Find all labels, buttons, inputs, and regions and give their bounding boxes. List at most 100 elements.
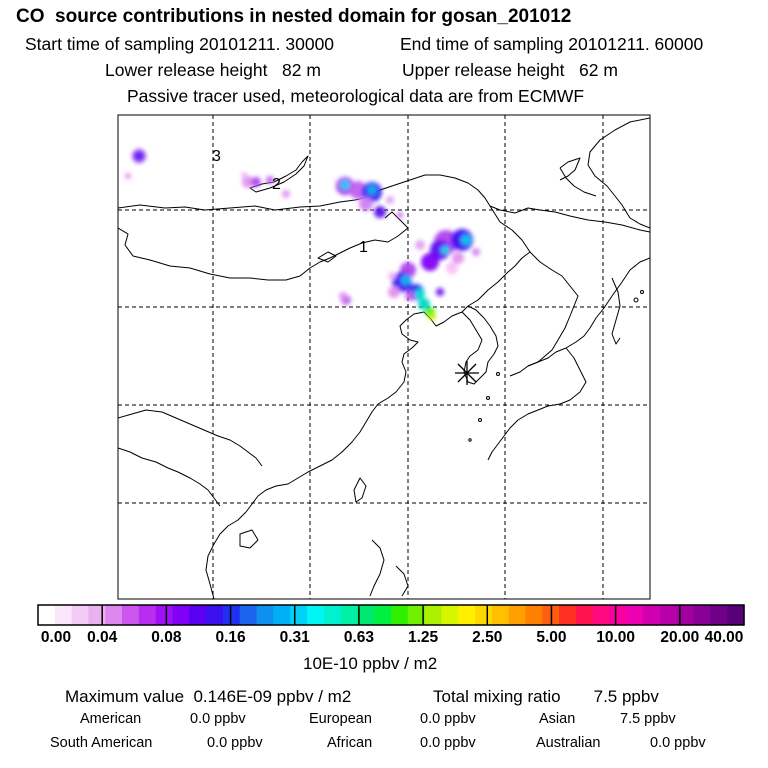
plume-cell bbox=[135, 152, 143, 160]
plume-cell bbox=[472, 248, 480, 256]
plume-cell bbox=[388, 272, 396, 280]
colorbar-cell bbox=[206, 605, 224, 625]
plume-cell bbox=[418, 298, 430, 310]
plume-cell bbox=[339, 292, 347, 300]
region-name-american: American bbox=[80, 711, 142, 727]
colorbar-cell bbox=[676, 605, 695, 625]
colorbar-cell bbox=[525, 605, 543, 625]
colorbar-cell bbox=[575, 605, 594, 625]
region-value-south-american: 0.0 ppbv bbox=[207, 735, 263, 751]
colorbar-cell bbox=[693, 605, 711, 625]
colorbar-cell bbox=[424, 605, 443, 625]
colorbar-units: 10E-10 ppbv / m2 bbox=[303, 654, 438, 673]
colorbar-cell bbox=[626, 605, 644, 625]
total-mixing-ratio-label: Total mixing ratio 7.5 ppbv bbox=[433, 687, 659, 706]
colorbar-cell bbox=[189, 605, 207, 625]
coastlines-and-borders bbox=[118, 117, 650, 599]
plume-cell bbox=[367, 185, 377, 195]
upper-release-height-label: Upper release height 62 m bbox=[402, 60, 618, 80]
maximum-value-label: Maximum value 0.146E-09 ppbv / m2 bbox=[65, 687, 352, 706]
plume-cell bbox=[401, 275, 411, 285]
colorbar-cell bbox=[475, 605, 493, 625]
colorbar-cell bbox=[391, 605, 409, 625]
plume-cell bbox=[340, 180, 350, 190]
colorbar-cell bbox=[407, 605, 426, 625]
plume-cell bbox=[266, 176, 274, 184]
plume-cell bbox=[282, 190, 290, 198]
colorbar-cell bbox=[659, 605, 678, 625]
trajectory-label-3: 3 bbox=[212, 148, 221, 165]
colorbar-tick-label: 0.08 bbox=[151, 629, 182, 646]
colorbar-cell bbox=[105, 605, 123, 625]
colorbar-cell bbox=[222, 605, 241, 625]
plume-cell bbox=[241, 172, 247, 178]
plume-cell bbox=[415, 240, 425, 250]
trajectory-label-2: 2 bbox=[272, 176, 281, 193]
colorbar-cell bbox=[340, 605, 358, 625]
figure-title: CO source contributions in nested domain… bbox=[16, 6, 572, 27]
colorbar-cell bbox=[374, 605, 392, 625]
colorbar-tick-label: 10.00 bbox=[596, 629, 636, 646]
colorbar-tick-label: 0.00 bbox=[40, 629, 72, 646]
plume-cell bbox=[446, 262, 458, 274]
colorbar-tick-label: 0.04 bbox=[87, 629, 118, 646]
plume-cell bbox=[452, 252, 464, 264]
colorbar-cell bbox=[239, 605, 258, 625]
colorbar-tick-label: 5.00 bbox=[536, 629, 567, 646]
region-value-australian: 0.0 ppbv bbox=[650, 735, 706, 751]
lower-release-height-label: Lower release height 82 m bbox=[105, 60, 321, 80]
map-frame bbox=[117, 114, 651, 600]
region-name-african: African bbox=[327, 735, 373, 751]
colorbar-cell bbox=[508, 605, 527, 625]
colorbar-cell bbox=[256, 605, 274, 625]
colorbar-cell bbox=[71, 605, 90, 625]
region-name-australian: Australian bbox=[536, 735, 601, 751]
colorbar-cell bbox=[727, 605, 745, 625]
colorbar-tick-label: 0.31 bbox=[279, 629, 310, 646]
plume-cell bbox=[397, 212, 403, 218]
colorbar-cell bbox=[643, 605, 661, 625]
colorbar-tick-label: 40.00 bbox=[704, 629, 744, 646]
plume-cell bbox=[436, 288, 444, 296]
plume-cell bbox=[405, 291, 415, 301]
tracer-note: Passive tracer used, meteorological data… bbox=[127, 86, 585, 106]
colorbar-cell bbox=[491, 605, 510, 625]
colorbar-cell bbox=[54, 605, 73, 625]
plume-cell bbox=[125, 173, 131, 179]
trajectory-label-1: 1 bbox=[359, 239, 368, 256]
region-name-european: European bbox=[309, 711, 372, 727]
plume-cell bbox=[428, 312, 436, 320]
concentration-plume bbox=[125, 149, 480, 320]
colorbar-tick-label: 1.25 bbox=[407, 629, 439, 646]
region-value-asian: 7.5 ppbv bbox=[620, 711, 676, 727]
plume-cell bbox=[415, 289, 425, 299]
colorbar-tick-label: 0.63 bbox=[343, 629, 374, 646]
colorbar-cell bbox=[458, 605, 476, 625]
colorbar-cell bbox=[155, 605, 174, 625]
colorbar-cell bbox=[559, 605, 577, 625]
plume-cell bbox=[359, 197, 373, 211]
plume-cell bbox=[461, 235, 471, 245]
receptor-asterisk-icon bbox=[455, 361, 479, 385]
colorbar-cell bbox=[273, 605, 291, 625]
colorbar-cell bbox=[38, 605, 56, 625]
region-name-asian: Asian bbox=[539, 711, 576, 727]
plume-cell bbox=[441, 246, 449, 254]
colorbar-cell bbox=[357, 605, 375, 625]
colorbar-tick-label: 20.00 bbox=[660, 629, 700, 646]
end-time-label: End time of sampling 20101211. 60000 bbox=[400, 34, 704, 54]
colorbar-tick-label: 2.50 bbox=[472, 629, 503, 646]
start-time-label: Start time of sampling 20101211. 30000 bbox=[25, 34, 335, 54]
colorbar-cell bbox=[172, 605, 190, 625]
plume-cell bbox=[388, 286, 400, 298]
plume-cell bbox=[421, 253, 439, 271]
region-value-european: 0.0 ppbv bbox=[420, 711, 476, 727]
colorbar-cell bbox=[88, 605, 106, 625]
plume-cell bbox=[374, 206, 386, 218]
colorbar-cell bbox=[609, 605, 627, 625]
colorbar-cell bbox=[710, 605, 728, 625]
colorbar-tick-label: 0.16 bbox=[215, 629, 246, 646]
plume-cell bbox=[386, 196, 394, 204]
